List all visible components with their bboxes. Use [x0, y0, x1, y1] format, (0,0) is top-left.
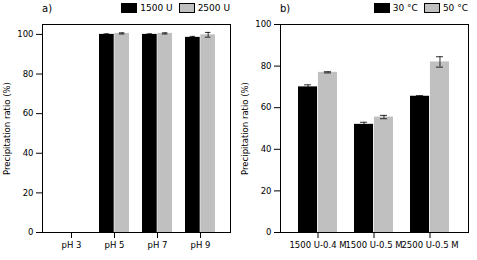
svg-text:0: 0 — [28, 227, 33, 237]
svg-text:1500 U-0.4 M: 1500 U-0.4 M — [289, 240, 346, 250]
svg-text:pH 7: pH 7 — [148, 240, 168, 250]
svg-text:100: 100 — [255, 19, 271, 29]
html-text:50 °C: 50 °C — [442, 3, 468, 13]
html-text:30 °C: 30 °C — [392, 3, 418, 13]
svg-text:80: 80 — [261, 61, 272, 71]
svg-text:pH 3: pH 3 — [62, 240, 82, 250]
svg-text:pH 5: pH 5 — [105, 240, 125, 250]
svg-text:20: 20 — [23, 188, 34, 198]
svg-text:40: 40 — [23, 148, 34, 158]
svg-text:100: 100 — [17, 29, 33, 39]
svg-text:60: 60 — [23, 108, 34, 118]
svg-text:60: 60 — [261, 102, 272, 112]
svg-text:Precipitation ratio (%): Precipitation ratio (%) — [240, 82, 250, 175]
html-text:b): b) — [280, 2, 291, 14]
svg-text:pH 9: pH 9 — [191, 240, 211, 250]
html-text:2500 U: 2500 U — [197, 3, 230, 13]
svg-text:1500 U-0.5 M: 1500 U-0.5 M — [345, 240, 402, 250]
svg-text:2500 U-0.5 M: 2500 U-0.5 M — [401, 240, 458, 250]
svg-text:20: 20 — [261, 186, 272, 196]
html-text:a): a) — [42, 2, 52, 14]
svg-text:40: 40 — [261, 144, 272, 154]
svg-text:0: 0 — [266, 227, 271, 237]
svg-text:Precipitation ratio (%): Precipitation ratio (%) — [2, 82, 12, 175]
html-text:1500 U: 1500 U — [140, 3, 173, 13]
svg-text:80: 80 — [23, 69, 34, 79]
